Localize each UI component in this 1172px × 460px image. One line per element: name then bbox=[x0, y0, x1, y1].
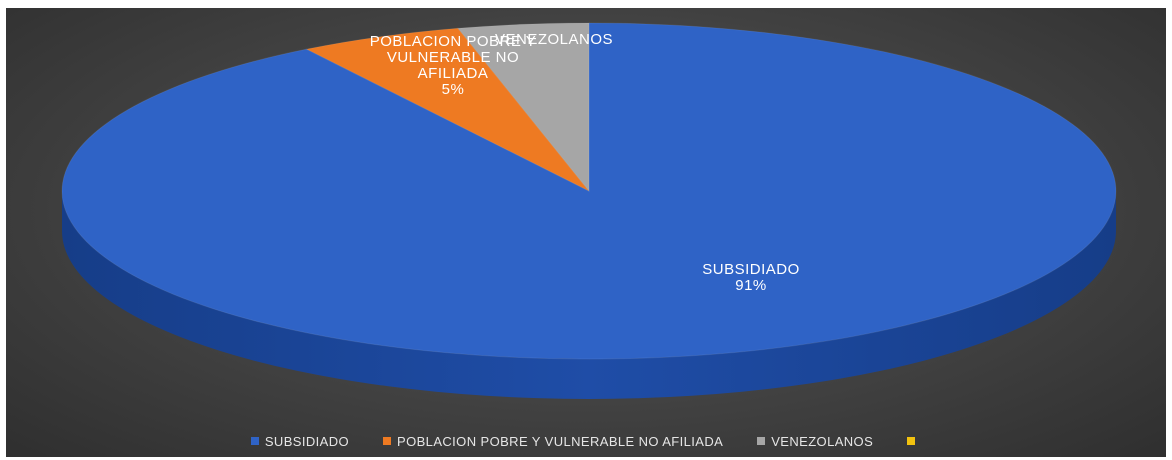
data-label-subsidiado-1: 91% bbox=[735, 277, 767, 294]
pie-slice-poblacion bbox=[305, 27, 590, 192]
legend-label-poblacion: POBLACION POBRE Y VULNERABLE NO AFILIADA bbox=[397, 433, 724, 449]
pie-slice-venezolanos bbox=[456, 22, 590, 193]
legend-swatch-poblacion bbox=[383, 437, 392, 445]
legend-swatch-empty bbox=[907, 437, 916, 445]
legend-item-poblacion: POBLACION POBRE Y VULNERABLE NO AFILIADA bbox=[383, 434, 723, 449]
legend-label-subsidiado: SUBSIDIADO bbox=[264, 433, 350, 449]
legend-swatch-venezolanos bbox=[757, 437, 766, 445]
pie-side bbox=[62, 191, 1116, 399]
legend-item-subsidiado: SUBSIDIADO bbox=[250, 433, 350, 449]
data-label-poblacion-2: AFILIADA bbox=[418, 65, 489, 82]
pie-slice-subsidiado bbox=[61, 22, 1117, 360]
data-label-subsidiado-0: SUBSIDIADO bbox=[702, 261, 800, 278]
data-label-poblacion-3: 5% bbox=[442, 81, 465, 98]
legend: SUBSIDIADO POBLACION POBRE Y VULNERABLE … bbox=[6, 430, 1166, 452]
data-label-poblacion-1: VULNERABLE NO bbox=[387, 49, 519, 66]
pie-side-subsidiado bbox=[62, 191, 1116, 399]
legend-label-venezolanos: VENEZOLANOS bbox=[771, 433, 874, 449]
data-label-poblacion-0: POBLACION POBRE Y bbox=[370, 33, 537, 50]
legend-item-empty bbox=[907, 437, 921, 445]
pie-top bbox=[61, 22, 1117, 360]
legend-item-venezolanos: VENEZOLANOS bbox=[757, 434, 873, 449]
data-label-venezolanos-0: VENEZOLANOS bbox=[495, 31, 613, 48]
legend-swatch-subsidiado bbox=[250, 437, 259, 445]
chart-area: SUBSIDIADO 91% POBLACION POBRE Y VULNERABLE… bbox=[6, 8, 1166, 457]
